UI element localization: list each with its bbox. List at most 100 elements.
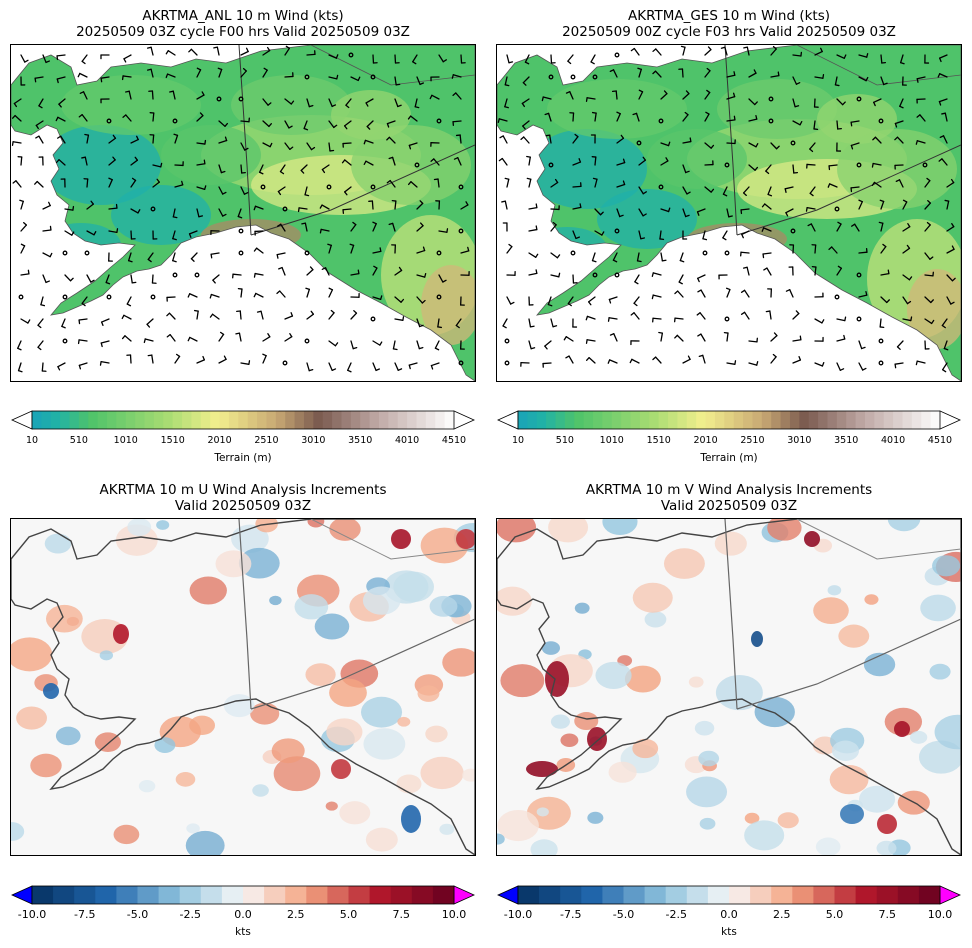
- barb-flag: [217, 67, 223, 71]
- barb-staff: [343, 120, 352, 127]
- barb-staff: [36, 180, 44, 188]
- barb-staff: [702, 230, 706, 240]
- barb-flag: [607, 359, 611, 364]
- colorbar-tick-label: -5.0: [126, 908, 149, 921]
- barb-staff: [64, 208, 74, 211]
- barb-flag: [17, 369, 23, 373]
- colorbar-segment: [668, 411, 678, 429]
- colorbar-segment: [707, 886, 730, 904]
- barb-flag: [268, 123, 272, 128]
- barb-flag: [894, 122, 898, 128]
- province-line: [796, 45, 961, 86]
- colorbar-segment: [827, 411, 838, 429]
- barb-flag: [308, 369, 314, 372]
- barb-staff: [20, 318, 29, 324]
- barb-flag: [420, 222, 424, 227]
- barb-staff: [572, 206, 582, 210]
- calm-circle: [238, 96, 244, 102]
- barb-flag: [321, 267, 327, 270]
- increment-blob: [876, 840, 897, 855]
- barb-staff: [502, 318, 508, 327]
- barb-flag: [502, 325, 507, 329]
- barb-staff: [726, 119, 736, 122]
- colorbar-segment: [911, 411, 922, 429]
- barb-flag: [821, 361, 825, 367]
- increment-blob: [608, 761, 637, 783]
- barb-flag: [575, 236, 580, 240]
- barb-flag: [592, 177, 598, 180]
- barb-flag: [12, 114, 16, 119]
- colorbar-segment: [855, 886, 878, 904]
- barb-staff: [100, 360, 110, 364]
- colorbar-segment: [813, 886, 835, 904]
- barb-staff: [764, 203, 772, 210]
- calm-circle: [658, 184, 664, 190]
- colorbar-tick-label: -5.0: [612, 908, 635, 921]
- barb-flag: [357, 76, 361, 82]
- barb-staff: [394, 296, 402, 303]
- barb-staff: [638, 68, 642, 78]
- barb-flag: [632, 112, 638, 116]
- colorbar-tick-label: 510: [555, 435, 574, 446]
- barb-staff: [196, 94, 205, 100]
- barb-staff: [79, 72, 88, 78]
- barb-staff: [108, 137, 117, 144]
- barb-flag: [289, 333, 293, 338]
- colorbar-tick-label: 2510: [740, 435, 765, 446]
- calm-circle: [614, 52, 620, 58]
- terrain-colorbar-label: Terrain (m): [214, 452, 272, 464]
- barb-staff: [386, 120, 396, 125]
- barb-flag: [636, 260, 642, 263]
- barb-flag: [146, 68, 152, 71]
- colorbar-segment: [97, 411, 108, 429]
- colorbar-segment: [864, 411, 875, 429]
- barb-flag: [665, 157, 669, 162]
- barb-flag: [12, 180, 17, 184]
- title-line-1: AKRTMA_ANL 10 m Wind (kts): [142, 8, 344, 24]
- barb-flag: [927, 200, 932, 204]
- terrain-colorbar: [497, 410, 961, 430]
- barb-staff: [896, 136, 904, 144]
- barb-flag: [245, 47, 249, 53]
- barb-flag: [388, 156, 394, 160]
- barb-staff: [394, 269, 403, 276]
- barb-staff: [814, 76, 824, 79]
- barb-flag: [908, 276, 913, 281]
- increment-blob: [840, 804, 864, 824]
- colorbar-tick-label: 4010: [395, 435, 420, 446]
- increment-colorbar-label: kts: [235, 926, 251, 938]
- barb-staff: [785, 208, 794, 214]
- barb-staff: [588, 296, 596, 303]
- colorbar-segment: [350, 411, 361, 429]
- increment-blob: [929, 663, 951, 680]
- barb-staff: [924, 224, 931, 232]
- barb-staff: [528, 252, 537, 258]
- barb-flag: [243, 192, 249, 195]
- barb-staff: [874, 136, 882, 144]
- barb-staff: [258, 164, 264, 173]
- colorbar-frame: [517, 885, 941, 905]
- barb-staff: [572, 230, 577, 240]
- barb-flag: [300, 169, 305, 174]
- barb-flag: [143, 338, 146, 344]
- barb-staff: [633, 312, 640, 320]
- barb-flag: [172, 216, 178, 219]
- barb-flag: [871, 162, 874, 168]
- barb-staff: [40, 296, 44, 306]
- barb-staff: [35, 120, 44, 127]
- map-v-increments: [496, 518, 962, 856]
- barb-staff: [172, 208, 176, 218]
- barb-flag: [304, 194, 310, 197]
- barb-flag: [219, 331, 225, 336]
- barb-flag: [565, 355, 570, 359]
- land-terrain: [11, 45, 475, 381]
- increment-blob: [329, 678, 367, 707]
- barb-staff: [408, 142, 418, 147]
- barb-staff: [638, 159, 647, 166]
- barb-staff: [635, 112, 640, 122]
- calm-circle: [790, 228, 796, 234]
- barb-staff: [636, 252, 640, 262]
- colorbar-segment: [555, 411, 566, 429]
- barb-flag: [69, 277, 74, 282]
- barb-staff: [660, 252, 664, 262]
